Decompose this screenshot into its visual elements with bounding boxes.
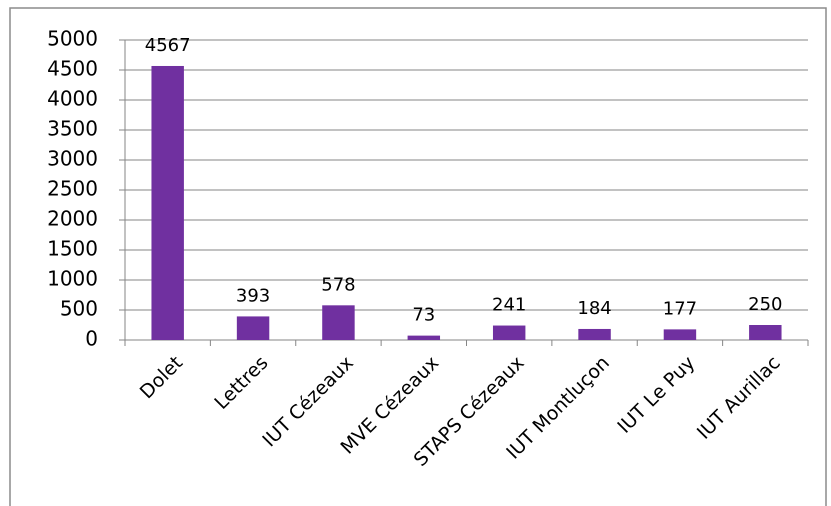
bar bbox=[749, 325, 782, 340]
value-label: 184 bbox=[577, 298, 611, 319]
y-tick-label: 1000 bbox=[47, 267, 98, 291]
y-tick-label: 4500 bbox=[47, 57, 98, 81]
value-label: 4567 bbox=[145, 35, 191, 56]
bar bbox=[578, 328, 611, 340]
bar bbox=[236, 316, 270, 340]
x-tick-label: IUT Aurillac bbox=[693, 352, 785, 444]
y-tick-label: 500 bbox=[60, 297, 98, 321]
value-label: 177 bbox=[663, 298, 697, 319]
x-tick-label: Dolet bbox=[136, 352, 187, 403]
y-tick-label: 0 bbox=[85, 327, 98, 351]
value-label: 250 bbox=[748, 294, 782, 315]
bar bbox=[151, 65, 184, 340]
value-label: 73 bbox=[412, 305, 435, 326]
chart-frame bbox=[9, 7, 827, 506]
y-tick-label: 3000 bbox=[47, 147, 98, 171]
y-tick-label: 5000 bbox=[47, 27, 98, 51]
bar bbox=[492, 325, 526, 340]
y-tick-label: 2500 bbox=[47, 177, 98, 201]
y-tick-label: 1500 bbox=[47, 237, 98, 261]
y-tick-label: 4000 bbox=[47, 87, 98, 111]
value-label: 241 bbox=[492, 295, 526, 316]
y-tick-label: 3500 bbox=[47, 117, 98, 141]
x-tick-label: IUT Le Puy bbox=[613, 352, 699, 438]
bar bbox=[663, 329, 697, 340]
bar bbox=[322, 305, 355, 340]
y-tick-label: 2000 bbox=[47, 207, 98, 231]
value-label: 578 bbox=[321, 274, 355, 295]
bar bbox=[407, 335, 441, 340]
value-label: 393 bbox=[236, 285, 270, 306]
x-tick-label: Lettres bbox=[210, 352, 272, 414]
